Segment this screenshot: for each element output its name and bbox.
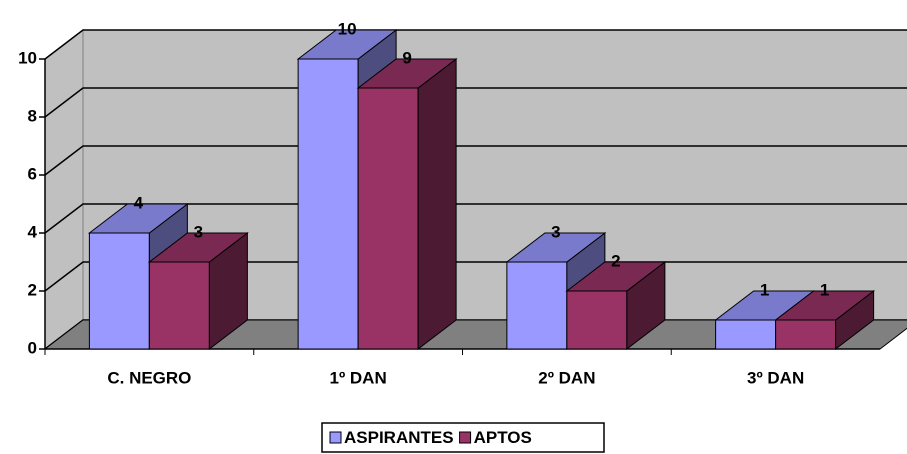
bar-front <box>775 319 837 350</box>
legend-label: APTOS <box>474 428 532 447</box>
bar-front <box>148 261 210 350</box>
data-label: 2 <box>611 251 620 270</box>
data-label: 10 <box>338 19 357 38</box>
data-label: 3 <box>551 222 560 241</box>
legend-swatch <box>329 431 342 444</box>
bar-front <box>506 261 568 350</box>
legend-label: ASPIRANTES <box>344 428 454 447</box>
bar <box>356 57 458 351</box>
bar-front <box>88 232 150 350</box>
y-tick-label: 10 <box>18 48 37 67</box>
data-label: 1 <box>760 280 769 299</box>
data-label: 9 <box>402 48 411 67</box>
x-tick-label: 1º DAN <box>330 368 387 387</box>
legend-swatch <box>459 431 472 444</box>
bar-side <box>417 57 457 351</box>
bar-top <box>356 58 458 89</box>
bar-top <box>147 232 249 263</box>
y-tick-label: 2 <box>28 280 37 299</box>
y-tick-label: 0 <box>28 338 37 357</box>
data-label: 4 <box>134 193 144 212</box>
bar <box>147 231 249 351</box>
side-wall <box>44 28 84 351</box>
bar-top <box>774 290 876 321</box>
x-tick-label: C. NEGRO <box>107 368 191 387</box>
bar-front <box>357 87 419 350</box>
grid-line <box>44 87 907 118</box>
data-label: 3 <box>194 222 203 241</box>
bar-front <box>566 290 628 350</box>
y-tick-label: 6 <box>28 164 37 183</box>
grid-line <box>44 203 907 234</box>
bar-front <box>715 319 777 350</box>
bar-top <box>565 261 667 292</box>
x-tick-label: 2º DAN <box>538 368 595 387</box>
bar-top <box>505 232 607 263</box>
x-tick-label: 3º DAN <box>747 368 804 387</box>
bar-front <box>297 58 359 350</box>
y-tick-label: 8 <box>28 106 37 125</box>
grid-line <box>44 29 907 60</box>
grid-line <box>44 145 907 176</box>
data-label: 1 <box>820 280 829 299</box>
bar-top <box>296 29 398 60</box>
bar-top <box>87 203 189 234</box>
bar <box>565 260 667 351</box>
bar <box>774 289 876 351</box>
y-tick-label: 4 <box>28 222 38 241</box>
